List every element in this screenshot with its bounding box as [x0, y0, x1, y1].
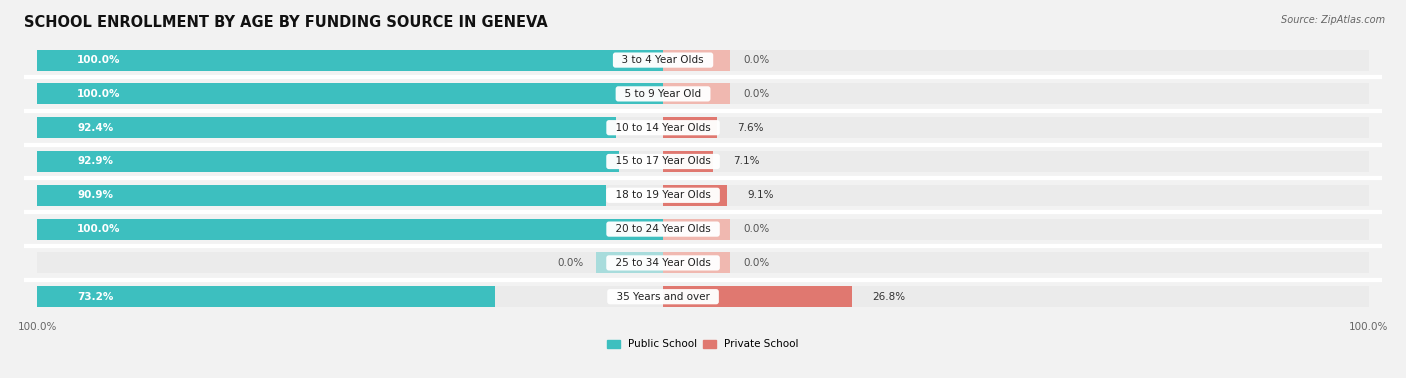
Text: 26.8%: 26.8%: [872, 292, 905, 302]
Bar: [664, 185, 727, 206]
Bar: [664, 84, 730, 104]
Bar: [664, 253, 730, 273]
Text: 0.0%: 0.0%: [557, 258, 583, 268]
Text: 0.0%: 0.0%: [742, 258, 769, 268]
Bar: [38, 84, 664, 104]
Bar: [38, 253, 1368, 273]
Bar: [664, 117, 717, 138]
Bar: [664, 218, 730, 240]
Text: 100.0%: 100.0%: [77, 89, 121, 99]
Bar: [38, 218, 1368, 240]
Legend: Public School, Private School: Public School, Private School: [603, 335, 803, 353]
Text: 7.1%: 7.1%: [733, 156, 759, 166]
Text: 18 to 19 Year Olds: 18 to 19 Year Olds: [609, 190, 717, 200]
Text: 0.0%: 0.0%: [742, 224, 769, 234]
Bar: [38, 286, 1368, 307]
Bar: [38, 84, 1368, 104]
Text: 5 to 9 Year Old: 5 to 9 Year Old: [619, 89, 707, 99]
Bar: [38, 50, 1368, 71]
Text: 73.2%: 73.2%: [77, 292, 114, 302]
Text: 10 to 14 Year Olds: 10 to 14 Year Olds: [609, 123, 717, 133]
Bar: [38, 185, 1368, 206]
Bar: [38, 151, 619, 172]
Bar: [664, 151, 713, 172]
Text: 9.1%: 9.1%: [747, 190, 773, 200]
Text: 25 to 34 Year Olds: 25 to 34 Year Olds: [609, 258, 717, 268]
Text: 100.0%: 100.0%: [77, 224, 121, 234]
Text: 35 Years and over: 35 Years and over: [610, 292, 716, 302]
Text: 0.0%: 0.0%: [742, 89, 769, 99]
Bar: [38, 218, 664, 240]
Text: 7.6%: 7.6%: [737, 123, 763, 133]
Text: SCHOOL ENROLLMENT BY AGE BY FUNDING SOURCE IN GENEVA: SCHOOL ENROLLMENT BY AGE BY FUNDING SOUR…: [24, 15, 548, 30]
Bar: [38, 117, 616, 138]
Bar: [38, 117, 1368, 138]
Bar: [596, 253, 664, 273]
Bar: [38, 286, 495, 307]
Bar: [38, 185, 606, 206]
Text: 0.0%: 0.0%: [742, 55, 769, 65]
Text: 92.4%: 92.4%: [77, 123, 114, 133]
Bar: [38, 50, 664, 71]
Text: 20 to 24 Year Olds: 20 to 24 Year Olds: [609, 224, 717, 234]
Text: 100.0%: 100.0%: [77, 55, 121, 65]
Bar: [664, 50, 730, 71]
Text: 92.9%: 92.9%: [77, 156, 114, 166]
Text: 3 to 4 Year Olds: 3 to 4 Year Olds: [616, 55, 710, 65]
Bar: [664, 286, 852, 307]
Text: Source: ZipAtlas.com: Source: ZipAtlas.com: [1281, 15, 1385, 25]
Text: 90.9%: 90.9%: [77, 190, 114, 200]
Bar: [38, 151, 1368, 172]
Text: 15 to 17 Year Olds: 15 to 17 Year Olds: [609, 156, 717, 166]
